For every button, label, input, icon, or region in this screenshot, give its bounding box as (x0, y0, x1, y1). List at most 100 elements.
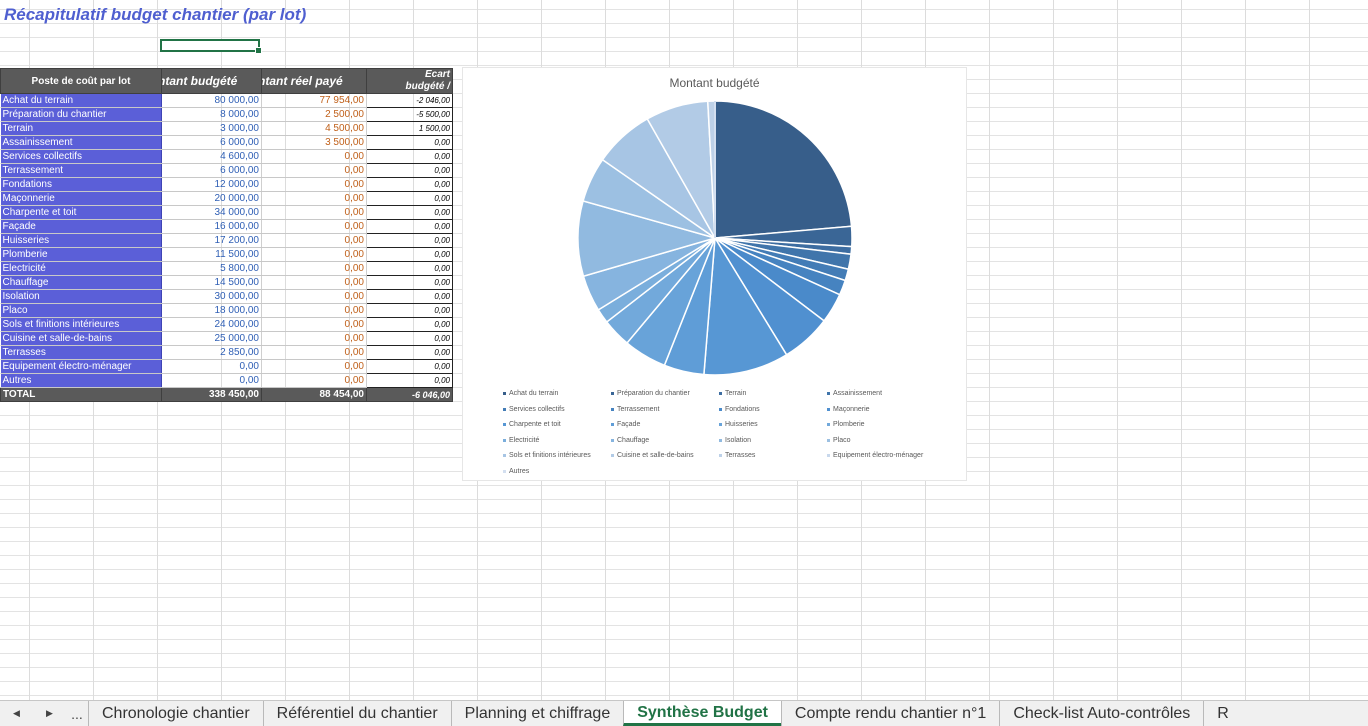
cell-poste[interactable]: Achat du terrain (0, 93, 162, 108)
cell-budget[interactable]: 34 000,00 (161, 205, 262, 220)
cell-reel[interactable]: 0,00 (261, 275, 367, 290)
cell-poste[interactable]: Cuisine et salle-de-bains (0, 331, 162, 346)
pie-slice[interactable] (703, 235, 788, 376)
cell-ecart[interactable]: 0,00 (366, 275, 453, 290)
cell-ecart[interactable]: 0,00 (366, 359, 453, 374)
cell-ecart[interactable]: 0,00 (366, 345, 453, 360)
cell-poste[interactable]: Fondations (0, 177, 162, 192)
legend-item[interactable]: Fondations (719, 404, 827, 416)
cell-poste[interactable]: Electricité (0, 261, 162, 276)
cell-poste[interactable]: Autres (0, 373, 162, 388)
legend-item[interactable]: Assainissement (827, 388, 957, 400)
cell-reel[interactable]: 0,00 (261, 331, 367, 346)
header-poste[interactable]: Poste de coût par lot (0, 68, 162, 94)
sheet-tab[interactable]: Compte rendu chantier n°1 (780, 701, 999, 726)
cell-budget[interactable]: 6 000,00 (161, 135, 262, 150)
cell-reel[interactable]: 0,00 (261, 191, 367, 206)
cell-budget[interactable]: 11 500,00 (161, 247, 262, 262)
cell-reel[interactable]: 0,00 (261, 261, 367, 276)
cell-reel[interactable]: 0,00 (261, 373, 367, 388)
cell-poste[interactable]: Charpente et toit (0, 205, 162, 220)
cell-ecart[interactable]: 0,00 (366, 191, 453, 206)
cell-ecart[interactable]: 0,00 (366, 303, 453, 318)
cell-ecart[interactable]: 1 500,00 (366, 121, 453, 136)
legend-item[interactable]: Préparation du chantier (611, 388, 719, 400)
header-montant-reel[interactable]: ntant réel payé (261, 68, 367, 94)
sheet-tab[interactable]: Planning et chiffrage (450, 701, 624, 726)
legend-item[interactable]: Services collectifs (503, 404, 611, 416)
cell-reel[interactable]: 0,00 (261, 163, 367, 178)
header-montant-budgete[interactable]: ntant budgété (161, 68, 262, 94)
chevron-right-icon[interactable]: ▶ (46, 708, 53, 718)
cell-ecart[interactable]: 0,00 (366, 373, 453, 388)
cell-reel[interactable]: 0,00 (261, 177, 367, 192)
legend-item[interactable]: Maçonnerie (827, 404, 957, 416)
cell-budget[interactable]: 0,00 (161, 359, 262, 374)
cell-ecart[interactable]: 0,00 (366, 261, 453, 276)
cell-budget[interactable]: 8 000,00 (161, 107, 262, 122)
cell-reel[interactable]: 0,00 (261, 303, 367, 318)
cell-budget[interactable]: 20 000,00 (161, 191, 262, 206)
sheet-tab[interactable]: Synthèse Budget (623, 701, 781, 726)
cell-ecart[interactable]: 0,00 (366, 205, 453, 220)
cell-reel[interactable]: 3 500,00 (261, 135, 367, 150)
legend-item[interactable]: Autres (503, 466, 611, 478)
legend-item[interactable]: Placo (827, 435, 957, 447)
cell-reel[interactable]: 0,00 (261, 149, 367, 164)
header-ecart[interactable]: Ecart budgété / (366, 68, 453, 94)
cell-poste[interactable]: Terrasses (0, 345, 162, 360)
legend-item[interactable]: Terrassement (611, 404, 719, 416)
cell-poste[interactable]: Assainissement (0, 135, 162, 150)
cell-budget[interactable]: 16 000,00 (161, 219, 262, 234)
sheet-tab[interactable]: Référentiel du chantier (262, 701, 451, 726)
cell-budget[interactable]: 0,00 (161, 373, 262, 388)
cell-ecart[interactable]: 0,00 (366, 331, 453, 346)
cell-poste[interactable]: Maçonnerie (0, 191, 162, 206)
cell-budget[interactable]: 5 800,00 (161, 261, 262, 276)
legend-item[interactable]: Plomberie (827, 419, 957, 431)
cell-budget[interactable]: 25 000,00 (161, 331, 262, 346)
cell-ecart[interactable]: -5 500,00 (366, 107, 453, 122)
total-ecart[interactable]: -6 046,00 (366, 387, 453, 402)
cell-poste[interactable]: Plomberie (0, 247, 162, 262)
cell-ecart[interactable]: 0,00 (366, 247, 453, 262)
total-reel[interactable]: 88 454,00 (261, 387, 367, 402)
cell-budget[interactable]: 6 000,00 (161, 163, 262, 178)
cell-reel[interactable]: 0,00 (261, 359, 367, 374)
total-budget[interactable]: 338 450,00 (161, 387, 262, 402)
cell-ecart[interactable]: 0,00 (366, 149, 453, 164)
legend-item[interactable]: Electricité (503, 435, 611, 447)
cell-budget[interactable]: 12 000,00 (161, 177, 262, 192)
pie-chart[interactable]: Montant budgété Achat du terrain Préparat… (462, 67, 967, 481)
cell-ecart[interactable]: 0,00 (366, 177, 453, 192)
cell-ecart[interactable]: 0,00 (366, 163, 453, 178)
cell-budget[interactable]: 30 000,00 (161, 289, 262, 304)
cell-poste[interactable]: Chauffage (0, 275, 162, 290)
legend-item[interactable]: Charpente et toit (503, 419, 611, 431)
cell-poste[interactable]: Terrain (0, 121, 162, 136)
sheet-tab[interactable]: Check-list Auto-contrôles (999, 701, 1203, 726)
cell-poste[interactable]: Placo (0, 303, 162, 318)
cell-reel[interactable]: 4 500,00 (261, 121, 367, 136)
chevron-left-icon[interactable]: ◀ (13, 708, 20, 718)
cell-reel[interactable]: 0,00 (261, 219, 367, 234)
cell-ecart[interactable]: 0,00 (366, 219, 453, 234)
cell-budget[interactable]: 17 200,00 (161, 233, 262, 248)
cell-budget[interactable]: 24 000,00 (161, 317, 262, 332)
cell-budget[interactable]: 18 000,00 (161, 303, 262, 318)
legend-item[interactable]: Cuisine et salle-de-bains (611, 450, 719, 462)
cell-budget[interactable]: 14 500,00 (161, 275, 262, 290)
cell-ecart[interactable]: 0,00 (366, 289, 453, 304)
cell-budget[interactable]: 80 000,00 (161, 93, 262, 108)
cell-budget[interactable]: 4 600,00 (161, 149, 262, 164)
cell-budget[interactable]: 2 850,00 (161, 345, 262, 360)
cell-reel[interactable]: 0,00 (261, 289, 367, 304)
cell-reel[interactable]: 2 500,00 (261, 107, 367, 122)
cell-poste[interactable]: Terrassement (0, 163, 162, 178)
cell-poste[interactable]: Equipement électro-ménager (0, 359, 162, 374)
legend-item[interactable]: Terrain (719, 388, 827, 400)
cell-ecart[interactable]: -2 046,00 (366, 93, 453, 108)
cell-poste[interactable]: Préparation du chantier (0, 107, 162, 122)
legend-item[interactable]: Sols et finitions intérieures (503, 450, 611, 462)
cell-ecart[interactable]: 0,00 (366, 233, 453, 248)
